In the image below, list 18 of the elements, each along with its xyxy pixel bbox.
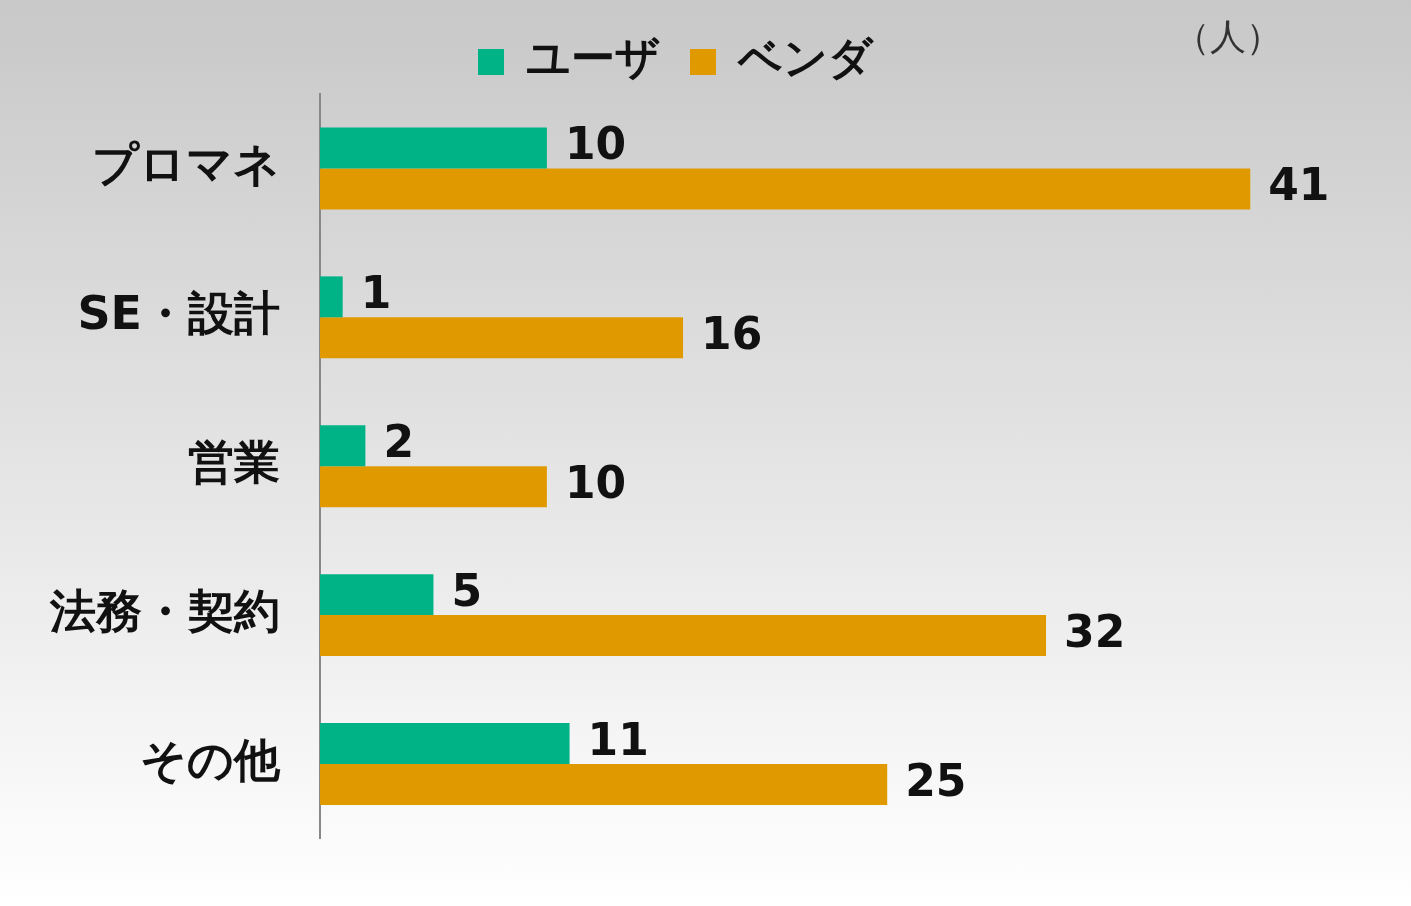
data-label: 16	[701, 308, 763, 360]
data-label: 10	[564, 457, 627, 509]
data-label: 25	[905, 754, 967, 806]
legend-label: ユーザ	[526, 32, 660, 84]
data-label: 10	[564, 118, 627, 170]
legend-label: ベンダ	[737, 32, 874, 84]
data-label: 41	[1268, 159, 1330, 211]
y-tick-label: SE・設計	[77, 286, 280, 341]
data-label: 2	[383, 416, 414, 468]
text: （人）	[1174, 16, 1282, 58]
data-label: 32	[1064, 605, 1126, 657]
y-tick-label: 法務・契約	[49, 584, 280, 639]
y-tick-label: 営業	[188, 435, 280, 490]
y-tick-label: プロマネ	[92, 137, 280, 192]
data-label: 11	[587, 713, 649, 765]
data-label: 5	[451, 565, 483, 617]
y-tick-label: その他	[140, 732, 281, 787]
data-label: 1	[360, 267, 392, 319]
